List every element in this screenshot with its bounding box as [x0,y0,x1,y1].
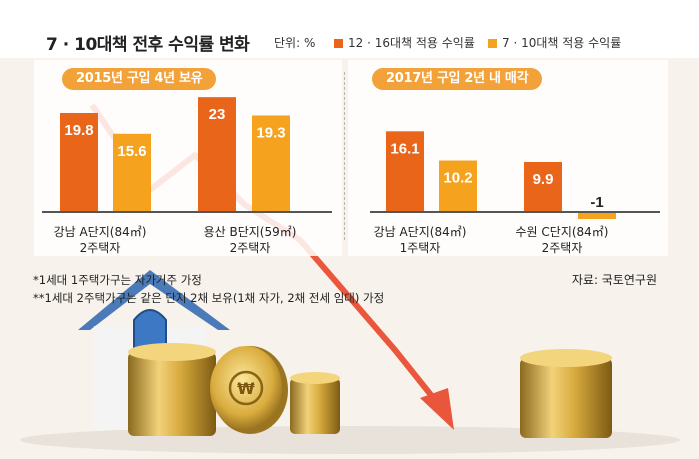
baseline-right [370,211,660,213]
bar-1-1-0 [524,161,562,211]
header [0,0,699,58]
coin-stack-right [520,349,612,438]
footnote-1: *1세대 1주택가구는 자가거주 가정 [33,273,202,287]
bar-0-0-1 [113,133,151,211]
bar-1-0-0 [386,131,424,211]
source-label: 자료: 국토연구원 [571,273,657,287]
bar-0-0-0 [60,112,98,211]
legend-swatch-1216 [334,39,343,48]
value-label-0-0-1: 15.6 [117,143,146,160]
category-label-1-0-1: 1주택자 [400,241,441,255]
category-label-1-1-0: 수원 C단지(84㎡) [516,225,609,239]
category-label-1-1-1: 2주택자 [542,241,583,255]
category-label-0-0-0: 강남 A단지(84㎡) [54,225,147,239]
bar-1-0-1 [439,160,477,211]
value-label-1-1-1: -1 [590,194,603,211]
value-label-0-1-1: 19.3 [256,124,285,141]
chart-title: 7 · 10대책 전후 수익률 변화 [46,35,250,55]
legend-label-710: 7 · 10대책 적용 수익률 [502,36,622,50]
bar-1-1-1 [578,213,616,219]
panel-title-left: 2015년 구입 4년 보유 [62,68,217,90]
category-label-0-1-0: 용산 B단지(59㎡) [204,225,297,239]
value-label-1-0-1: 10.2 [443,170,472,187]
value-label-1-1-0: 9.9 [533,171,554,188]
legend-swatch-710 [488,39,497,48]
panel-divider [344,72,345,240]
category-label-1-0-0: 강남 A단지(84㎡) [374,225,467,239]
bar-0-1-1 [252,115,290,211]
panel-title-right: 2017년 구입 2년 내 매각 [372,68,543,90]
legend-item-710: 7 · 10대책 적용 수익률 [488,34,621,51]
unit-label: 단위: % [274,36,316,50]
footnote-2: **1세대 2주택가구는 같은 단지 2채 보유(1채 자가, 2채 전세 임대… [33,291,385,305]
value-label-0-0-0: 19.8 [64,122,93,139]
baseline-left [42,211,332,213]
coin-stack-left [128,343,340,436]
footnotes: *1세대 1주택가구는 자가거주 가정 **1세대 2주택가구는 같은 단지 2… [33,271,384,307]
category-label-0-1-1: 2주택자 [230,241,271,255]
bar-0-1-0 [198,97,236,211]
category-label-0-0-1: 2주택자 [80,241,121,255]
coin-big: ₩ [210,346,288,434]
value-label-1-0-0: 16.1 [390,140,419,157]
legend-item-1216: 12 · 16대책 적용 수익률 [334,34,475,51]
value-label-0-1-0: 23 [209,106,226,123]
svg-text:₩: ₩ [237,379,255,398]
legend-label-1216: 12 · 16대책 적용 수익률 [348,36,475,50]
